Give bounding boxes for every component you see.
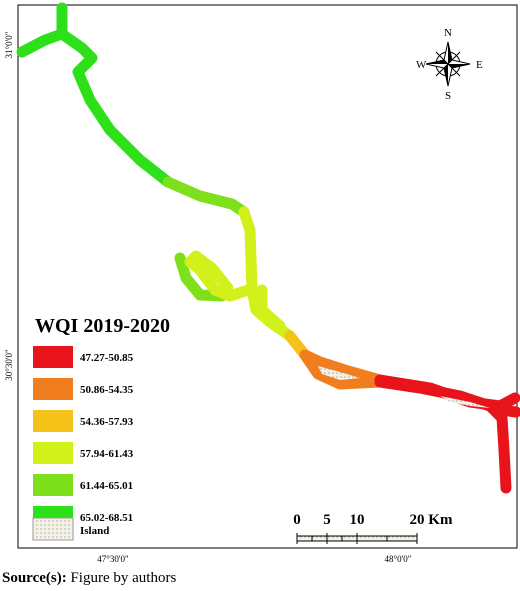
legend-label: 47.27-50.85 — [80, 352, 134, 364]
compass-s: S — [445, 90, 451, 102]
source: Source(s): Figure by authors — [2, 570, 176, 586]
compass-w: W — [416, 59, 427, 71]
scale-label: 20 Km — [410, 512, 453, 528]
longitude-label: 47°30'0" — [97, 554, 129, 564]
legend-swatch — [33, 442, 73, 464]
legend-swatch — [33, 346, 73, 368]
compass — [425, 41, 471, 87]
source-text: Figure by authors — [70, 570, 176, 586]
scale-bar — [296, 533, 418, 544]
compass-n: N — [444, 27, 452, 39]
scale-label: 0 — [293, 512, 301, 528]
longitude-label: 48°0'0" — [385, 554, 412, 564]
legend-label: Island — [80, 525, 109, 537]
latitude-label: 31°0'0" — [4, 31, 14, 58]
island — [318, 366, 360, 380]
legend-swatch — [33, 410, 73, 432]
legend-label: 65.02-68.51 — [80, 512, 133, 524]
legend-swatch — [33, 378, 73, 400]
legend-label: 50.86-54.35 — [80, 384, 134, 396]
island — [440, 396, 490, 408]
legend-label: 61.44-65.01 — [80, 480, 133, 492]
legend-label: 57.94-61.43 — [80, 448, 134, 460]
compass-e: E — [476, 59, 483, 71]
scale-label: 5 — [323, 512, 331, 528]
latitude-label: 30°30'0" — [4, 349, 14, 381]
source-label: Source(s): — [2, 570, 67, 586]
legend-swatch — [32, 517, 74, 541]
river — [16, 2, 520, 494]
map-frame — [17, 4, 518, 549]
legend-swatch — [33, 474, 73, 496]
legend-label: 54.36-57.93 — [80, 416, 134, 428]
scale-label: 10 — [350, 512, 365, 528]
legend-title: WQI 2019-2020 — [35, 315, 170, 337]
